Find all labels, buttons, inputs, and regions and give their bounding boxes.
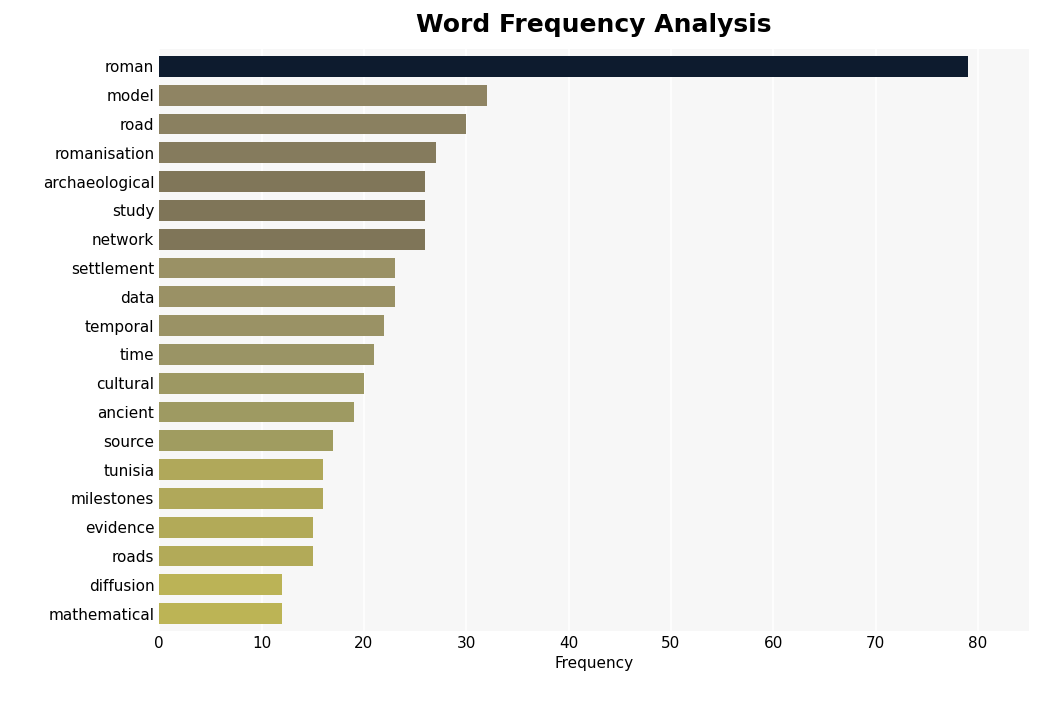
Bar	[159, 56, 968, 76]
Bar	[159, 344, 375, 365]
Bar	[159, 257, 395, 278]
Bar	[159, 171, 425, 192]
Bar	[159, 200, 425, 221]
X-axis label: Frequency: Frequency	[555, 656, 633, 672]
Bar	[159, 142, 435, 163]
Bar	[159, 488, 323, 509]
Bar	[159, 604, 282, 624]
Bar	[159, 287, 395, 307]
Title: Word Frequency Analysis: Word Frequency Analysis	[416, 13, 772, 37]
Bar	[159, 315, 384, 336]
Bar	[159, 574, 282, 595]
Bar	[159, 229, 425, 250]
Bar	[159, 402, 353, 423]
Bar	[159, 517, 313, 538]
Bar	[159, 545, 313, 566]
Bar	[159, 114, 466, 135]
Bar	[159, 459, 323, 480]
Bar	[159, 373, 364, 393]
Bar	[159, 85, 487, 106]
Bar	[159, 430, 333, 451]
